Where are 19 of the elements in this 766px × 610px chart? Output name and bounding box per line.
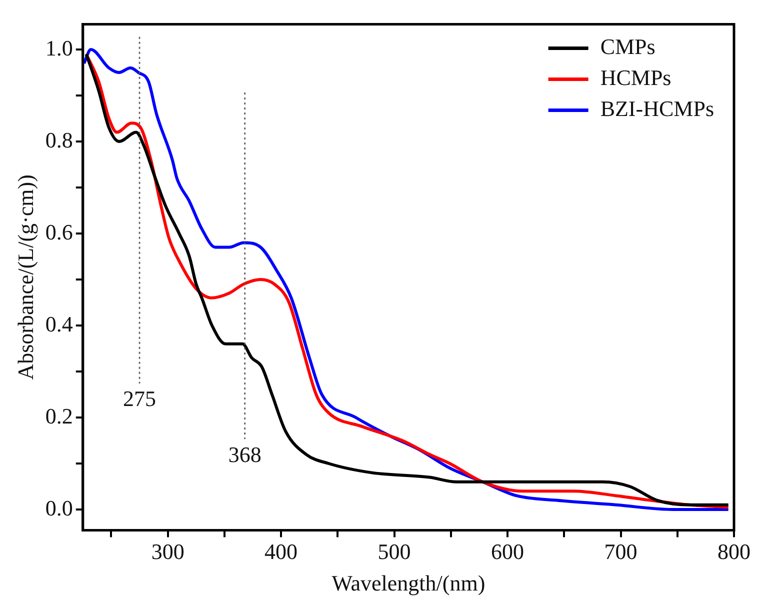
x-tick-label: 500: [378, 539, 411, 564]
x-axis-title: Wavelength/(nm): [332, 570, 486, 596]
y-tick-label: 0.6: [45, 219, 73, 244]
x-tick-label: 600: [491, 539, 524, 564]
x-tick-label: 700: [604, 539, 638, 564]
x-tick-label: 800: [718, 539, 750, 564]
ref-line-label: 368: [228, 442, 262, 467]
y-axis-title: Absorbance/(L/(g·cm)): [12, 174, 38, 380]
y-tick-label: 1.0: [45, 35, 73, 60]
y-tick-label: 0.4: [45, 311, 73, 336]
y-tick-label: 0.8: [45, 127, 73, 152]
y-tick-label: 0.2: [45, 403, 73, 428]
legend-label: CMPs: [600, 34, 656, 59]
x-tick-label: 400: [264, 539, 298, 564]
y-tick-label: 0.0: [45, 495, 73, 520]
x-tick-label: 300: [151, 539, 184, 564]
ref-line-label: 275: [123, 386, 156, 412]
legend-label: BZI-HCMPs: [600, 96, 714, 121]
legend-label: HCMPs: [600, 64, 672, 90]
